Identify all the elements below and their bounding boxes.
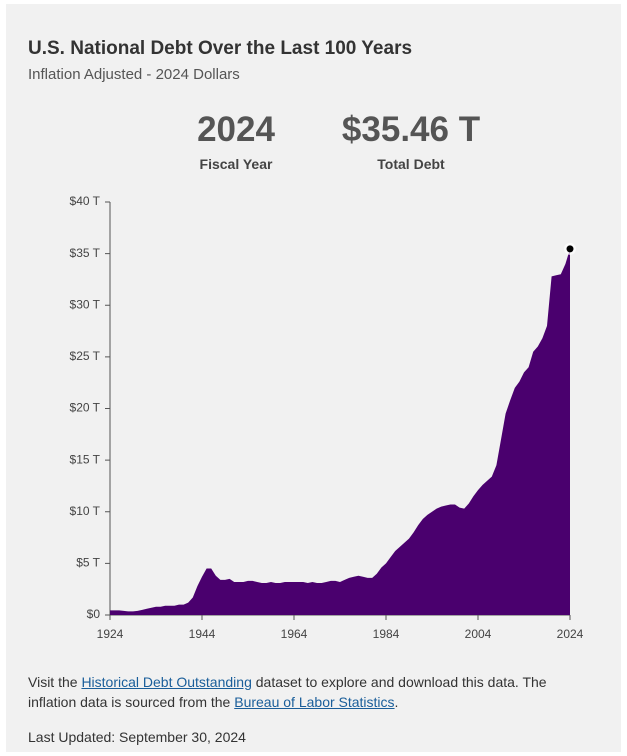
footer-text: Visit the	[28, 674, 82, 690]
year-label: Fiscal Year	[199, 156, 273, 172]
y-tick-label: $35 T	[70, 246, 101, 260]
link[interactable]: Historical Debt Outstanding	[81, 674, 252, 690]
y-tick-label: $0	[87, 607, 101, 621]
year-value: 2024	[197, 110, 275, 149]
chart: $0 $5 T $10 T $15 T $20 T $25 T $30 T $35 T $40 …	[70, 194, 584, 641]
y-tick-label: $40 T	[70, 194, 101, 208]
headline-year: 2024 Fiscal Year	[146, 110, 326, 172]
headline-debt: $35.46 T Total Debt	[321, 110, 501, 172]
debt-label: Total Debt	[377, 156, 445, 172]
x-tick-label: 2004	[465, 627, 492, 641]
y-tick-label: $15 T	[70, 452, 101, 466]
end-point	[566, 245, 574, 253]
y-tick-label: $25 T	[70, 349, 101, 363]
x-tick-label: 1984	[373, 627, 400, 641]
card: U.S. National Debt Over the Last 100 Yea…	[6, 4, 621, 752]
chart-title: U.S. National Debt Over the Last 100 Yea…	[28, 38, 413, 59]
link[interactable]: Bureau of Labor Statistics	[234, 694, 395, 710]
y-tick-label: $5 T	[76, 556, 100, 570]
x-tick-label: 2024	[557, 627, 584, 641]
debt-value: $35.46 T	[341, 110, 481, 149]
y-tick-label: $10 T	[70, 504, 101, 518]
area	[110, 248, 570, 616]
y-tick-label: $30 T	[70, 297, 101, 311]
footer-text: dataset to explore and download this dat…	[28, 674, 547, 710]
footer-text: .	[394, 694, 399, 710]
chart-subtitle: Inflation Adjusted - 2024 Dollars	[28, 66, 240, 83]
y-tick-label: $20 T	[70, 401, 101, 415]
last-updated: Last Updated: September 30, 2024	[28, 729, 246, 745]
x-tick-label: 1924	[97, 627, 124, 641]
x-tick-label: 1944	[189, 627, 216, 641]
footer-note: Visit the Historical Debt Outstanding da…	[28, 672, 598, 712]
x-tick-label: 1964	[281, 627, 308, 641]
